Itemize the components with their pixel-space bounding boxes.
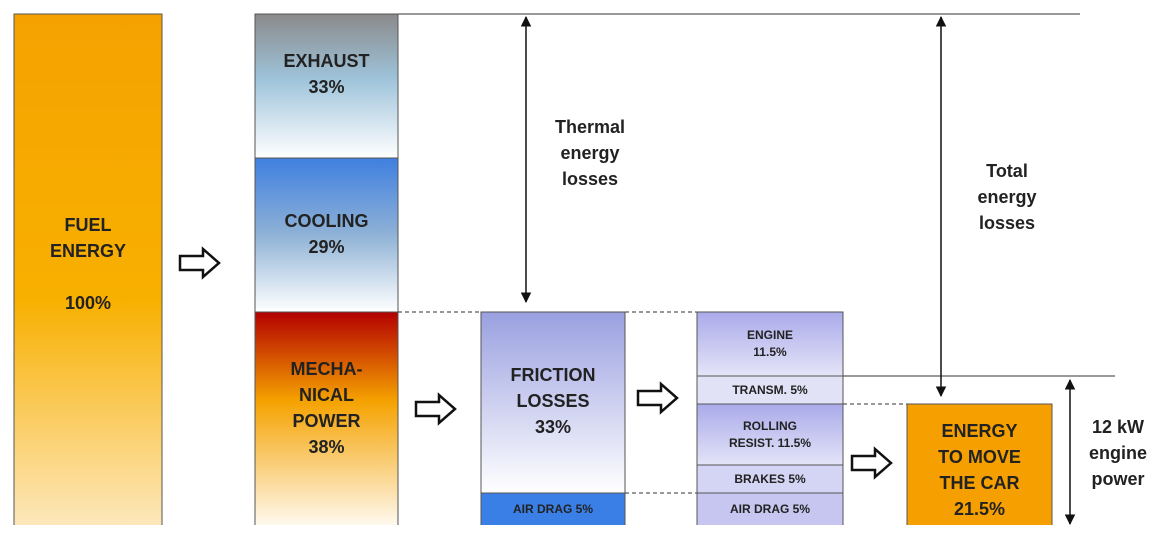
air-drag-left-bar [480,492,626,525]
block-arrow-icon [850,446,893,480]
fuel-energy-title: FUEL ENERGY [49,215,127,261]
mechanical-power-bar [254,311,399,525]
block-arrow-icon [636,381,679,415]
engine-power-label: 12 kW engine power [1088,417,1147,489]
cooling-value: 29% [308,237,345,257]
engine-friction-bar [696,311,844,377]
transmission-bar [696,375,844,405]
transmission-box: TRANSM. 5% [697,376,843,404]
brakes-bar [696,464,844,494]
energy-to-move-box: ENERGY TO MOVE THE CAR 21.5% [907,404,1052,525]
air-drag-right-label: AIR DRAG 5% [729,501,810,516]
air-drag-right-bar [696,492,844,525]
engine-friction-label: ENGINE 11.5% [746,328,793,359]
air-drag-left-label: AIR DRAG 5% [512,501,593,516]
fuel-energy-bar [13,13,163,525]
friction-losses-box: FRICTION LOSSES 33% [481,312,625,493]
brakes-box: BRAKES 5% [697,465,843,493]
energy-to-move-title: ENERGY TO MOVE THE CAR [938,421,1021,493]
energy-to-move-bar [906,403,1053,525]
exhaust-title: EXHAUST [283,51,370,71]
brakes-label: BRAKES 5% [734,471,806,486]
total-losses-label: Total energy losses [977,161,1037,233]
mechanical-power-box: MECHA- NICAL POWER 38% [255,312,398,525]
friction-losses-value: 33% [534,417,572,437]
energy-to-move-value: 21.5% [953,499,1006,519]
air-drag-left-box: AIR DRAG 5% [481,493,625,525]
transmission-label: TRANSM. 5% [732,382,808,397]
rolling-resistance-bar [696,403,844,466]
exhaust-box: EXHAUST 33% [255,14,398,158]
rolling-resistance-box: ROLLING RESIST. 11.5% [697,404,843,465]
engine-friction-box: ENGINE 11.5% [697,312,843,376]
thermal-losses-label: Thermal energy losses [554,117,626,189]
cooling-title: COOLING [284,211,369,231]
cooling-bar [254,157,399,313]
air-drag-right-box: AIR DRAG 5% [697,493,843,525]
block-arrow-icon [414,392,457,426]
cooling-box: COOLING 29% [255,158,398,312]
exhaust-value: 33% [308,77,345,97]
mechanical-power-title: MECHA- NICAL POWER [290,359,363,431]
block-arrow-icon [178,246,221,280]
fuel-energy-value: 100% [64,293,112,313]
rolling-resistance-label: ROLLING RESIST. 11.5% [728,418,812,450]
friction-losses-bar [480,311,626,494]
friction-losses-title: FRICTION LOSSES [510,365,596,411]
fuel-energy-box: FUEL ENERGY 100% [14,14,162,534]
mechanical-power-value: 38% [308,437,345,457]
